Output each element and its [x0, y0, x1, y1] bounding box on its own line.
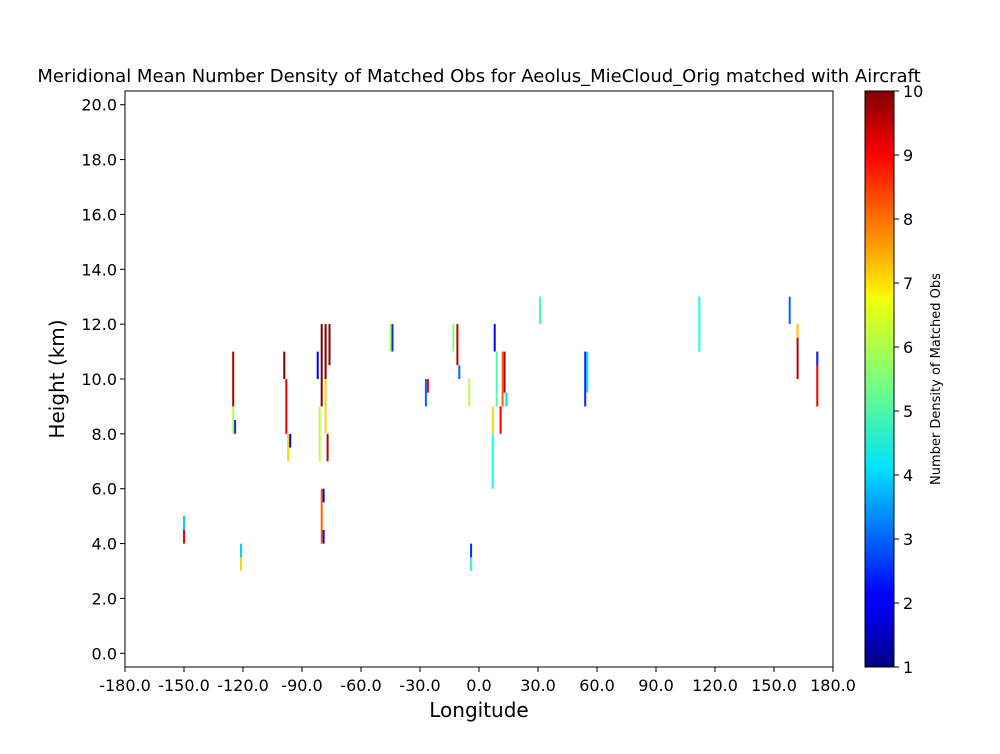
y-tick-label: 20.0: [81, 96, 117, 115]
colorbar-tick-label: 3: [903, 530, 913, 549]
x-tick-label: -150.0: [158, 676, 210, 695]
data-cell: [183, 516, 185, 544]
colorbar-tick-label: 6: [903, 338, 913, 357]
data-cell: [283, 351, 286, 379]
x-tick-label: 0.0: [466, 676, 491, 695]
colorbar-tick-label: 9: [903, 146, 913, 165]
x-tick-label: 90.0: [638, 676, 674, 695]
colorbar-tick-label: 10: [903, 82, 923, 101]
data-cell: [816, 351, 819, 366]
colorbar-tick-label: 8: [903, 210, 913, 229]
data-cell: [391, 324, 394, 352]
colorbar-tick-label: 4: [903, 466, 913, 485]
y-tick-label: 18.0: [81, 151, 117, 170]
x-tick-label: 180.0: [810, 676, 856, 695]
x-tick-label: 30.0: [520, 676, 556, 695]
data-cell: [324, 379, 327, 434]
y-tick-label: 4.0: [92, 535, 117, 554]
data-cell: [424, 379, 427, 407]
data-cell: [324, 324, 327, 379]
data-cell: [586, 351, 589, 393]
data-cell: [501, 351, 504, 407]
colorbar-tick-label: 7: [903, 274, 913, 293]
y-tick-label: 10.0: [81, 370, 117, 389]
x-axis-label: Longitude: [429, 698, 528, 722]
colorbar-tick-label: 1: [903, 658, 913, 677]
data-cell: [698, 296, 701, 352]
y-tick-label: 6.0: [92, 480, 117, 499]
data-cell: [240, 557, 242, 571]
data-cell: [316, 351, 319, 379]
data-cell: [322, 488, 325, 503]
data-cell: [320, 488, 323, 544]
data-cell: [287, 433, 290, 462]
data-cell: [505, 392, 508, 407]
data-cell: [426, 379, 429, 393]
data-cell: [232, 351, 235, 407]
y-tick-label: 12.0: [81, 315, 117, 334]
colorbar-gradient: [864, 90, 895, 668]
data-cell: [468, 379, 471, 407]
x-tick-label: -90.0: [281, 676, 322, 695]
data-cell: [493, 324, 496, 352]
y-tick-label: 16.0: [81, 205, 117, 224]
colorbar: 1 2 3 4 5 6 7 8 9 10: [864, 82, 923, 677]
axes: -180.0 -150.0 -120.0 -90.0 -60.0 -30.0 0.0 30.0…: [81, 90, 856, 695]
data-cell: [318, 406, 321, 462]
data-cell: [788, 296, 791, 325]
y-tick-label: 8.0: [92, 425, 117, 444]
x-tick-label: -180.0: [99, 676, 151, 695]
x-tick-label: -120.0: [217, 676, 269, 695]
data-cell: [796, 324, 799, 379]
data-cell: [183, 529, 185, 544]
data-cell: [285, 379, 288, 434]
data-cell: [458, 365, 461, 379]
colorbar-label: Number Density of Matched Obs: [929, 273, 944, 485]
x-tick-label: 120.0: [692, 676, 738, 695]
chart-title: Meridional Mean Number Density of Matche…: [37, 66, 920, 87]
data-cell: [503, 351, 506, 393]
y-tick-label: 0.0: [92, 644, 117, 663]
data-cell: [389, 324, 392, 352]
data-cell: [470, 557, 473, 571]
data-cell: [452, 324, 455, 352]
data-cell: [499, 406, 502, 434]
data-cell: [234, 420, 237, 434]
data-cell: [326, 433, 329, 462]
data-cell: [289, 433, 292, 448]
x-tick-label: 150.0: [751, 676, 797, 695]
colorbar-tick-label: 5: [903, 402, 913, 421]
y-axis-label: Height (km): [45, 319, 69, 438]
data-cell: [491, 406, 494, 434]
plot-area: [183, 296, 819, 571]
data-cell: [232, 406, 235, 434]
colorbar-tick-label: 2: [903, 594, 913, 613]
data-cell: [456, 324, 459, 366]
x-tick-label: -60.0: [340, 676, 381, 695]
x-tick-label: -30.0: [399, 676, 440, 695]
data-cell: [491, 433, 494, 489]
plot-frame: [124, 90, 834, 668]
data-cell: [796, 324, 799, 338]
y-tick-label: 14.0: [81, 260, 117, 279]
data-cell: [584, 351, 587, 407]
data-cell: [328, 324, 331, 366]
data-cell: [539, 296, 541, 325]
data-cell: [495, 351, 498, 407]
x-tick-label: 60.0: [579, 676, 615, 695]
y-tick-label: 2.0: [92, 589, 117, 608]
data-cell: [320, 324, 323, 407]
data-cell: [322, 529, 325, 544]
data-cell: [816, 351, 819, 407]
